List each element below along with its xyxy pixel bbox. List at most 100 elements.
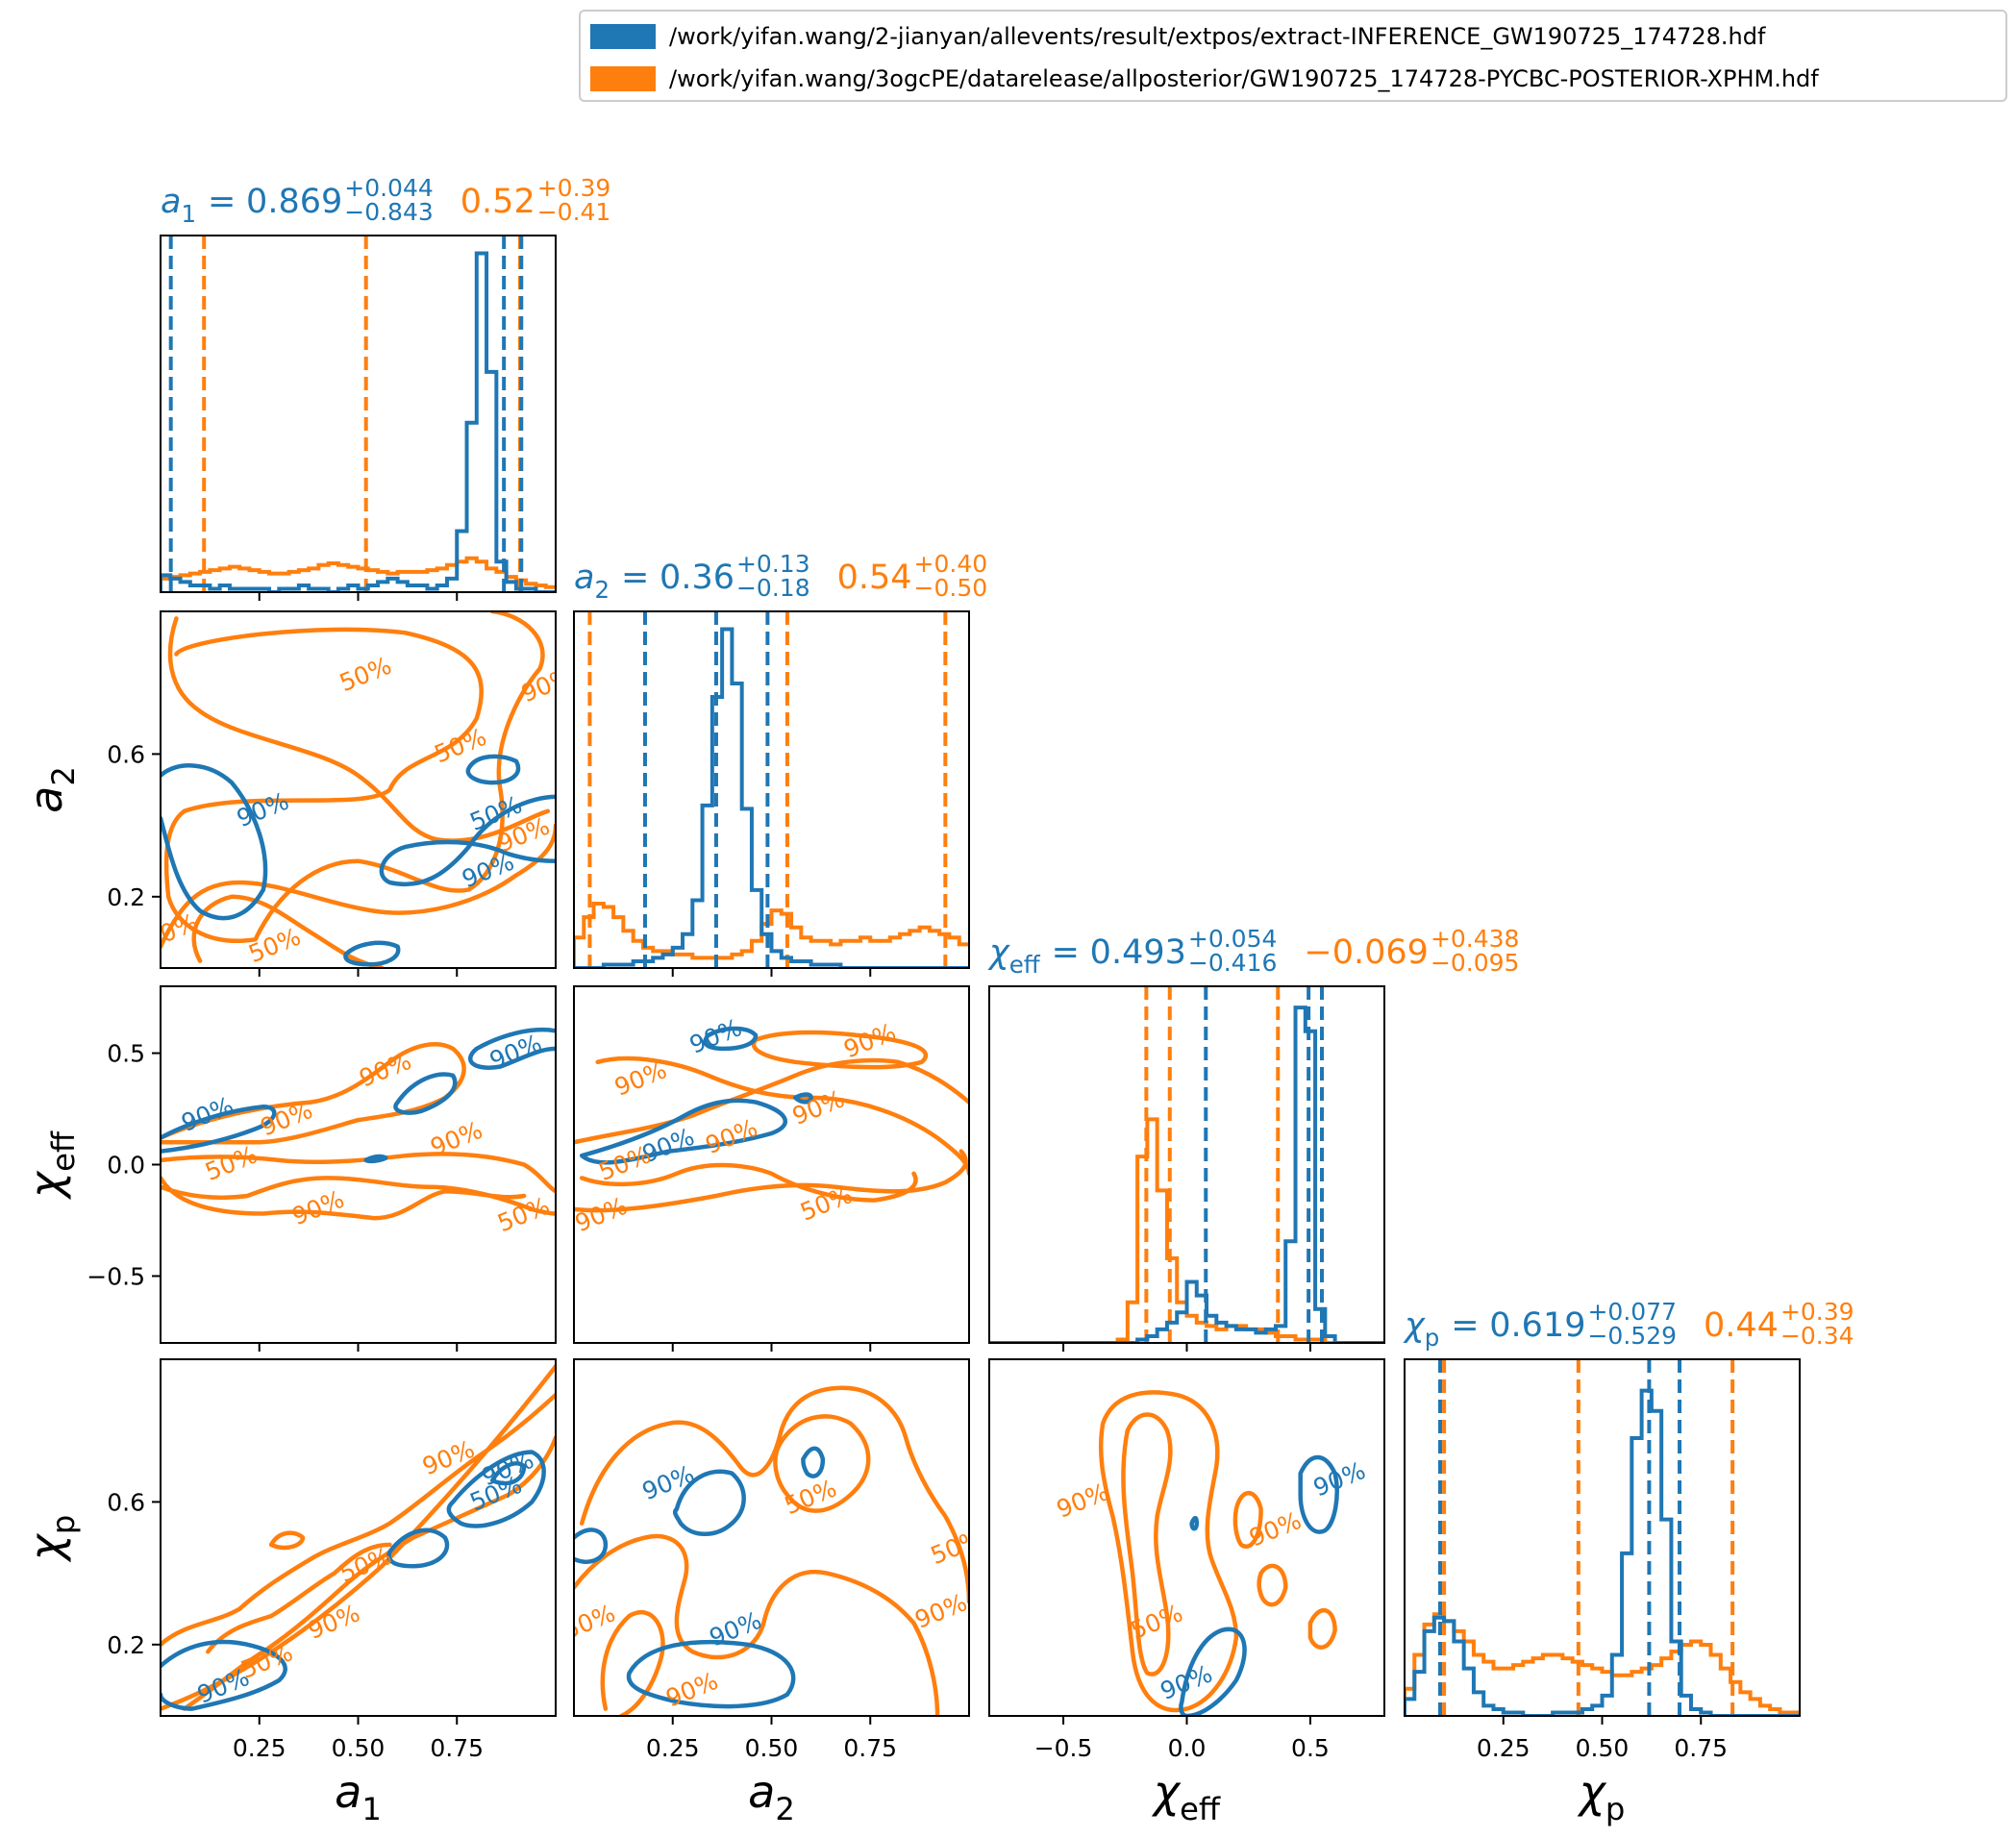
panel-content: 90% 90%90% 90% 90%50%90% 50% xyxy=(161,1027,556,1237)
histogram-orange xyxy=(161,556,556,592)
contour-label-series-orange-0: 90% xyxy=(356,1047,415,1093)
x-axis-label-3: χp xyxy=(1577,1766,1626,1827)
panel-2-2: χeff = 0.493 +0.054−0.416 −0.069 +0.438−0.095 xyxy=(987,925,1519,1352)
panel-3-3: χp = 0.619 +0.077−0.529 0.44 +0.39−0.34 0.25 0.… xyxy=(1403,1298,1854,1762)
x-tick-label: 0.75 xyxy=(843,1734,897,1762)
title-symbol: a2 xyxy=(574,559,610,604)
x-axis-label-0: a1 xyxy=(335,1766,382,1827)
title-orange-plus: +0.39 xyxy=(1780,1298,1854,1326)
contour-series-orange-3 xyxy=(1257,1563,1288,1607)
histogram-orange xyxy=(574,902,969,968)
contour-series-orange-4 xyxy=(268,1530,306,1551)
contour-series-orange-3 xyxy=(574,1149,968,1213)
contour-label-series-orange-2: 90% xyxy=(1245,1506,1305,1552)
title-orange-plus: +0.40 xyxy=(914,550,988,578)
panel-content xyxy=(1405,1359,1800,1716)
histogram-orange xyxy=(989,1117,1384,1343)
contour-series-blue-8 xyxy=(489,1461,527,1486)
legend: /work/yifan.wang/2-jianyan/allevents/res… xyxy=(579,10,2007,102)
contour-series-blue-5 xyxy=(379,794,556,887)
title-symbol: χeff xyxy=(987,933,1041,979)
contour-label-series-blue-1: 90% xyxy=(1309,1456,1369,1503)
legend-entry-orange: /work/yifan.wang/3ogcPE/datarelease/allp… xyxy=(590,62,1819,96)
title-blue-median: 0.869 xyxy=(246,183,342,221)
contour-series-orange-0 xyxy=(1098,1390,1239,1713)
contour-series-orange-2 xyxy=(161,1176,556,1216)
x-tick-label: 0.50 xyxy=(332,1734,386,1762)
title-orange-minus: −0.50 xyxy=(914,574,988,602)
title-orange-plus: +0.438 xyxy=(1431,925,1520,953)
contour-series-orange-0 xyxy=(579,1385,969,1604)
title-blue-plus: +0.044 xyxy=(344,174,434,202)
title-equals: = xyxy=(1451,1306,1479,1345)
y-tick-label: 0.0 xyxy=(107,1152,145,1180)
contour-series-orange-4 xyxy=(579,1162,918,1203)
title-blue-plus: +0.054 xyxy=(1188,925,1278,953)
x-tick-label: 0.0 xyxy=(1168,1734,1207,1762)
panel-2-1: 90% 90%90%90%90% 90%50%50%90% xyxy=(571,985,970,1352)
legend-label-blue: /work/yifan.wang/2-jianyan/allevents/res… xyxy=(669,23,1766,50)
title-blue-plus: +0.077 xyxy=(1587,1298,1677,1326)
title-equals: = xyxy=(621,559,649,597)
contour-series-blue-7 xyxy=(446,1450,546,1528)
legend-swatch-orange xyxy=(590,66,656,91)
panel-3-0: 90% 90%50%50%90%50%90% 0.25 0.50 0.75 0.2 0.6 xyxy=(107,1358,557,1762)
contour-label-series-orange-3: 90% xyxy=(910,1588,970,1634)
contour-series-orange-3 xyxy=(161,1176,527,1221)
title-blue-minus: −0.416 xyxy=(1188,949,1278,977)
contour-label-series-orange-8: 90% xyxy=(571,1192,631,1238)
y-tick-label: −0.5 xyxy=(87,1262,145,1290)
panel-title: a2 = 0.36 +0.13−0.18 0.54 +0.40−0.50 xyxy=(574,550,987,604)
panel-content xyxy=(989,986,1384,1343)
title-orange-plus: +0.39 xyxy=(537,174,611,202)
histogram-orange xyxy=(1405,1612,1800,1716)
contour-label-series-orange-2: 90% xyxy=(610,1056,670,1102)
contour-series-blue-6 xyxy=(465,754,521,785)
panel-content xyxy=(574,611,969,968)
contour-series-orange-0 xyxy=(574,1057,969,1145)
title-orange-minus: −0.095 xyxy=(1431,949,1520,977)
title-blue-minus: −0.843 xyxy=(344,198,434,226)
panel-content: 90% 90%90%90%90% 90%50%50%90% xyxy=(571,1013,969,1238)
contour-series-blue-6 xyxy=(703,1026,759,1052)
contour-label-series-orange-0: 90% xyxy=(1053,1478,1112,1524)
contour-series-blue-6 xyxy=(468,1027,556,1070)
y-axis-label-1: a2 xyxy=(20,766,82,813)
x-tick-label: 0.5 xyxy=(1291,1734,1330,1762)
x-tick-label: 0.75 xyxy=(430,1734,484,1762)
contour-series-orange-0 xyxy=(161,1042,466,1145)
contour-series-orange-3 xyxy=(191,894,385,968)
panel-title: χp = 0.619 +0.077−0.529 0.44 +0.39−0.34 xyxy=(1403,1298,1854,1352)
y-tick-label: 0.2 xyxy=(107,883,145,911)
panel-title: χeff = 0.493 +0.054−0.416 −0.069 +0.438−0.095 xyxy=(987,925,1519,979)
y-tick-label: 0.2 xyxy=(107,1631,145,1659)
histogram-blue xyxy=(1405,1388,1800,1716)
contour-series-blue-7 xyxy=(801,1446,826,1478)
x-axis-label-2: χeff xyxy=(1151,1766,1221,1827)
title-symbol: a1 xyxy=(161,183,196,228)
y-axis-label-2: χeff xyxy=(20,1130,82,1201)
contour-series-blue-6 xyxy=(386,1528,450,1569)
panel-content: 50%50%90%90% 50%90%90%50%90% xyxy=(161,611,556,968)
panel-title: a1 = 0.869 +0.044−0.843 0.52 +0.39−0.41 xyxy=(161,174,610,228)
x-tick-label: 0.50 xyxy=(745,1734,799,1762)
contour-label-series-blue-1: 90% xyxy=(485,1029,545,1075)
title-orange-median: 0.44 xyxy=(1704,1306,1779,1345)
x-tick-label: 0.75 xyxy=(1674,1734,1728,1762)
contour-label-series-orange-4: 90% xyxy=(304,1599,363,1645)
contour-series-orange-3 xyxy=(206,1542,392,1654)
contour-series-orange-1 xyxy=(161,1392,556,1648)
contour-label-series-blue-6: 90% xyxy=(458,848,517,894)
contour-label-series-orange-2: 50% xyxy=(927,1524,986,1570)
title-symbol: χp xyxy=(1403,1306,1439,1352)
contour-label-series-orange-1: 50% xyxy=(781,1474,840,1520)
contour-label-series-orange-6: 90% xyxy=(288,1185,348,1231)
panel-content xyxy=(161,236,556,592)
panel-frame xyxy=(573,1358,970,1717)
contour-series-orange-1 xyxy=(1121,1412,1173,1677)
contour-label-series-orange-7: 50% xyxy=(244,922,304,968)
title-blue-minus: −0.529 xyxy=(1587,1322,1677,1350)
title-blue-median: 0.619 xyxy=(1489,1306,1585,1345)
panel-content: 90% 90%50%50%90%50%90% xyxy=(161,1364,556,1711)
